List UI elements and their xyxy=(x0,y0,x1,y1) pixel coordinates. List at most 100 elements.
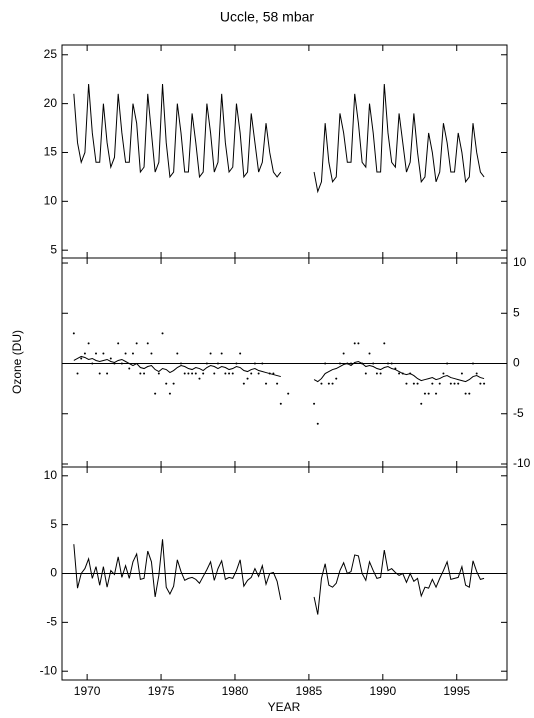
data-point xyxy=(427,392,430,395)
data-point xyxy=(368,352,371,355)
y-tick-label: 20 xyxy=(44,96,58,110)
data-point xyxy=(287,392,290,395)
data-point xyxy=(457,382,460,385)
y-tick-label: 25 xyxy=(44,47,58,61)
data-point xyxy=(438,382,441,385)
data-point xyxy=(157,372,160,375)
data-point xyxy=(383,342,386,345)
data-point xyxy=(364,372,367,375)
x-tick-label: 1990 xyxy=(369,684,396,698)
y-tick-label: 5 xyxy=(50,242,57,256)
data-point xyxy=(420,402,423,405)
y-tick-label: 0 xyxy=(50,566,57,580)
data-point xyxy=(80,357,83,360)
data-point xyxy=(379,372,382,375)
data-point xyxy=(350,362,353,365)
data-point xyxy=(235,362,238,365)
data-point xyxy=(131,352,134,355)
x-tick-label: 1975 xyxy=(148,684,175,698)
y-tick-label: -5 xyxy=(46,615,57,629)
data-point xyxy=(316,422,319,425)
data-point xyxy=(398,372,401,375)
chart-title: Uccle, 58 mbar xyxy=(220,9,314,25)
data-point xyxy=(120,362,123,365)
data-point xyxy=(191,372,194,375)
data-point xyxy=(372,362,375,365)
data-point xyxy=(172,382,175,385)
data-point xyxy=(180,362,183,365)
data-point xyxy=(194,372,197,375)
data-point xyxy=(386,362,389,365)
data-point xyxy=(331,382,334,385)
data-point xyxy=(165,382,168,385)
y-tick-label: 0 xyxy=(513,356,520,370)
data-point xyxy=(449,382,452,385)
y-tick-label: 10 xyxy=(44,468,58,482)
data-point xyxy=(176,352,179,355)
data-point xyxy=(435,392,438,395)
data-point xyxy=(161,332,164,335)
data-point xyxy=(187,372,190,375)
data-point xyxy=(257,372,260,375)
x-tick-label: 1980 xyxy=(222,684,249,698)
data-point xyxy=(353,342,356,345)
data-point xyxy=(213,372,216,375)
y-tick-label: -10 xyxy=(513,456,531,470)
data-point xyxy=(250,372,253,375)
data-point xyxy=(198,377,201,380)
data-point xyxy=(72,332,75,335)
data-point xyxy=(265,382,268,385)
x-axis-label: YEAR xyxy=(268,700,301,714)
data-point xyxy=(87,342,90,345)
data-point xyxy=(412,382,415,385)
data-point xyxy=(91,362,94,365)
data-point xyxy=(168,392,171,395)
data-point xyxy=(442,372,445,375)
data-point xyxy=(83,352,86,355)
data-point xyxy=(431,382,434,385)
y-axis-label: Ozone (DU) xyxy=(10,330,24,394)
data-point xyxy=(475,372,478,375)
data-point xyxy=(313,402,316,405)
data-point xyxy=(231,372,234,375)
data-point xyxy=(102,352,105,355)
data-point xyxy=(471,362,474,365)
data-point xyxy=(109,357,112,360)
x-tick-label: 1970 xyxy=(74,684,101,698)
y-tick-label: -5 xyxy=(513,406,524,420)
data-point xyxy=(205,362,208,365)
data-point xyxy=(479,382,482,385)
data-point xyxy=(375,372,378,375)
x-tick-label: 1995 xyxy=(443,684,470,698)
data-point xyxy=(135,342,138,345)
data-point xyxy=(128,367,131,370)
data-point xyxy=(209,352,212,355)
data-point xyxy=(453,382,456,385)
data-point xyxy=(276,382,279,385)
data-point xyxy=(246,377,249,380)
data-point xyxy=(464,392,467,395)
y-tick-label: 5 xyxy=(50,517,57,531)
data-point xyxy=(154,392,157,395)
data-point xyxy=(228,372,231,375)
data-point xyxy=(202,372,205,375)
data-line xyxy=(73,84,485,194)
data-point xyxy=(224,372,227,375)
data-line xyxy=(73,355,485,383)
data-point xyxy=(113,362,116,365)
data-point xyxy=(327,382,330,385)
y-tick-label: 10 xyxy=(44,194,58,208)
data-point xyxy=(216,362,219,365)
data-line xyxy=(73,539,485,615)
x-tick-label: 1985 xyxy=(296,684,323,698)
data-point xyxy=(405,382,408,385)
data-point xyxy=(146,342,149,345)
data-point xyxy=(446,362,449,365)
data-point xyxy=(239,352,242,355)
data-point xyxy=(95,352,98,355)
data-point xyxy=(335,377,338,380)
y-tick-label: 15 xyxy=(44,145,58,159)
data-point xyxy=(220,352,223,355)
data-point xyxy=(253,362,256,365)
